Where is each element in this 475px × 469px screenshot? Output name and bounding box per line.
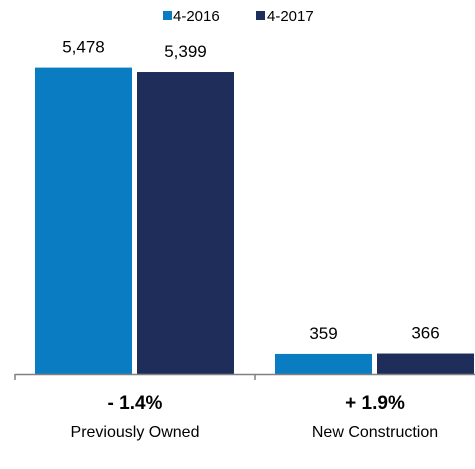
- bars: [35, 67, 474, 374]
- legend-swatch-4-2017: [256, 11, 265, 20]
- change-label-previously-owned: - 1.4%: [108, 393, 163, 414]
- category-label-previously-owned: Previously Owned: [71, 424, 200, 441]
- category-label-new-construction: New Construction: [312, 424, 438, 441]
- bar-previously-owned-4-2017: [137, 72, 234, 374]
- value-label-new-construction-4-2017: 366: [411, 324, 439, 343]
- value-labels: 5,478 5,399 359 366: [62, 38, 439, 343]
- value-label-previously-owned-4-2017: 5,399: [164, 42, 207, 61]
- legend-label-4-2017: 4-2017: [267, 8, 314, 25]
- value-label-new-construction-4-2016: 359: [309, 324, 337, 343]
- bar-new-construction-4-2017: [377, 353, 474, 374]
- legend-swatch-4-2016: [163, 11, 172, 20]
- legend: 4-2016 4-2017: [163, 8, 314, 25]
- bar-previously-owned-4-2016: [35, 67, 132, 374]
- bar-new-construction-4-2016: [275, 353, 372, 374]
- legend-label-4-2016: 4-2016: [173, 8, 220, 25]
- value-label-previously-owned-4-2016: 5,478: [62, 38, 105, 57]
- change-label-new-construction: + 1.9%: [345, 393, 405, 414]
